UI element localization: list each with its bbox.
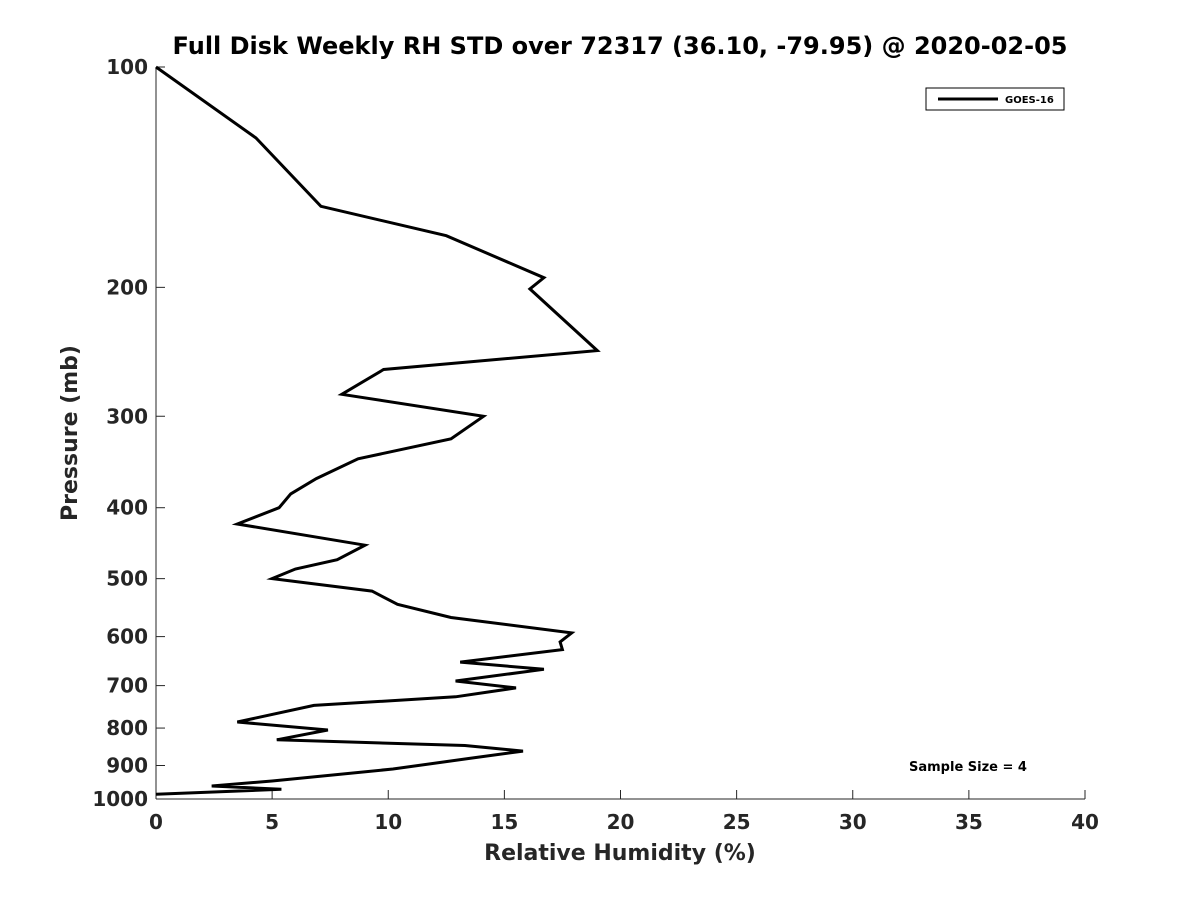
x-tick-label: 15 bbox=[490, 810, 518, 834]
y-tick-label: 600 bbox=[106, 625, 148, 649]
x-tick-label: 0 bbox=[149, 810, 163, 834]
x-tick-label: 25 bbox=[723, 810, 751, 834]
y-tick-label: 300 bbox=[106, 404, 148, 428]
x-tick-label: 5 bbox=[265, 810, 279, 834]
y-tick-label: 500 bbox=[106, 567, 148, 591]
x-ticks: 0 5 10 15 20 25 30 35 40 bbox=[149, 790, 1099, 834]
y-tick-label: 400 bbox=[106, 496, 148, 520]
y-axis-label: Pressure (mb) bbox=[58, 345, 83, 521]
y-tick-label: 700 bbox=[106, 674, 148, 698]
y-tick-label: 1000 bbox=[92, 787, 148, 811]
series-line bbox=[155, 65, 601, 796]
legend-label: GOES-16 bbox=[1005, 95, 1054, 106]
y-tick-label: 200 bbox=[106, 275, 148, 299]
x-tick-label: 30 bbox=[839, 810, 867, 834]
x-axis-label: Relative Humidity (%) bbox=[484, 841, 756, 866]
y-ticks: 100 200 300 400 500 600 700 800 900 1000 bbox=[92, 55, 165, 811]
y-tick-label: 100 bbox=[106, 55, 148, 79]
x-tick-label: 10 bbox=[374, 810, 402, 834]
chart-title: Full Disk Weekly RH STD over 72317 (36.1… bbox=[173, 32, 1068, 60]
x-tick-label: 35 bbox=[955, 810, 983, 834]
legend: GOES-16 bbox=[925, 87, 1065, 111]
y-tick-label: 800 bbox=[106, 716, 148, 740]
sample-size-annotation: Sample Size = 4 bbox=[909, 760, 1027, 775]
axes bbox=[155, 67, 1085, 800]
x-tick-label: 40 bbox=[1071, 810, 1099, 834]
x-tick-label: 20 bbox=[607, 810, 635, 834]
y-tick-label: 900 bbox=[106, 754, 148, 778]
